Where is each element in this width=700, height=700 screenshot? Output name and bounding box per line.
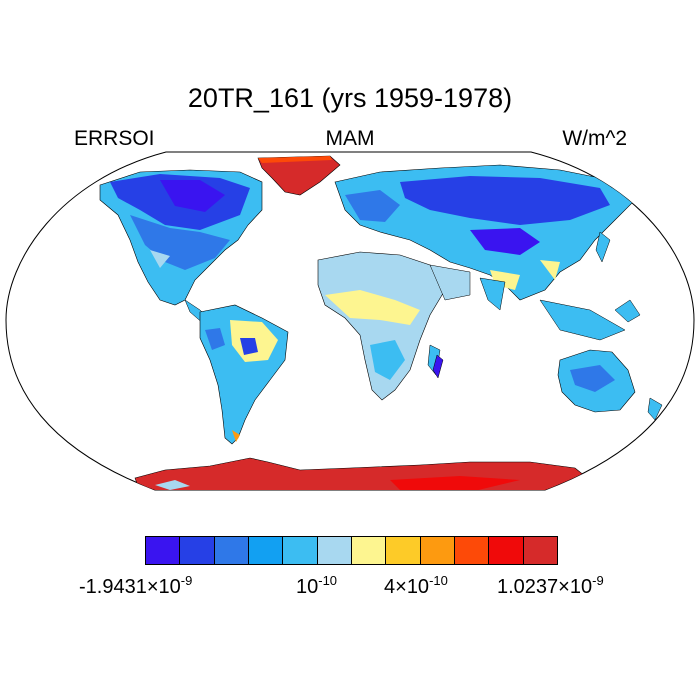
colorbar-label-3: 4×10-10 bbox=[384, 573, 448, 598]
colorbar-box-2 bbox=[180, 537, 215, 564]
units-label: W/m^2 bbox=[562, 127, 627, 150]
colorbar-box-9 bbox=[420, 537, 455, 564]
colorbar-box-11 bbox=[489, 537, 524, 564]
colorbar-box-5 bbox=[283, 537, 318, 564]
colorbar-box-1 bbox=[146, 537, 181, 564]
variable-name: ERRSOI bbox=[74, 127, 155, 150]
colorbar-box-7 bbox=[351, 537, 387, 564]
colorbar-box-6 bbox=[317, 537, 352, 564]
africa bbox=[317, 251, 446, 401]
colorbar bbox=[145, 536, 558, 565]
greenland bbox=[257, 155, 341, 196]
colorbar-box-12 bbox=[523, 537, 557, 564]
season-label: MAM bbox=[325, 127, 375, 150]
colorbar-box-8 bbox=[386, 537, 421, 564]
colorbar-label-2: 10-10 bbox=[296, 573, 338, 598]
colorbar-box-3 bbox=[214, 537, 249, 564]
plot-title: 20TR_161 (yrs 1959-1978) bbox=[187, 83, 513, 113]
colorbar-box-4 bbox=[248, 537, 284, 564]
colorbar-label-max: 1.0237×10-9 bbox=[497, 573, 604, 598]
colorbar-box-10 bbox=[454, 537, 490, 564]
colorbar-label-min: -1.9431×10-9 bbox=[79, 573, 193, 598]
